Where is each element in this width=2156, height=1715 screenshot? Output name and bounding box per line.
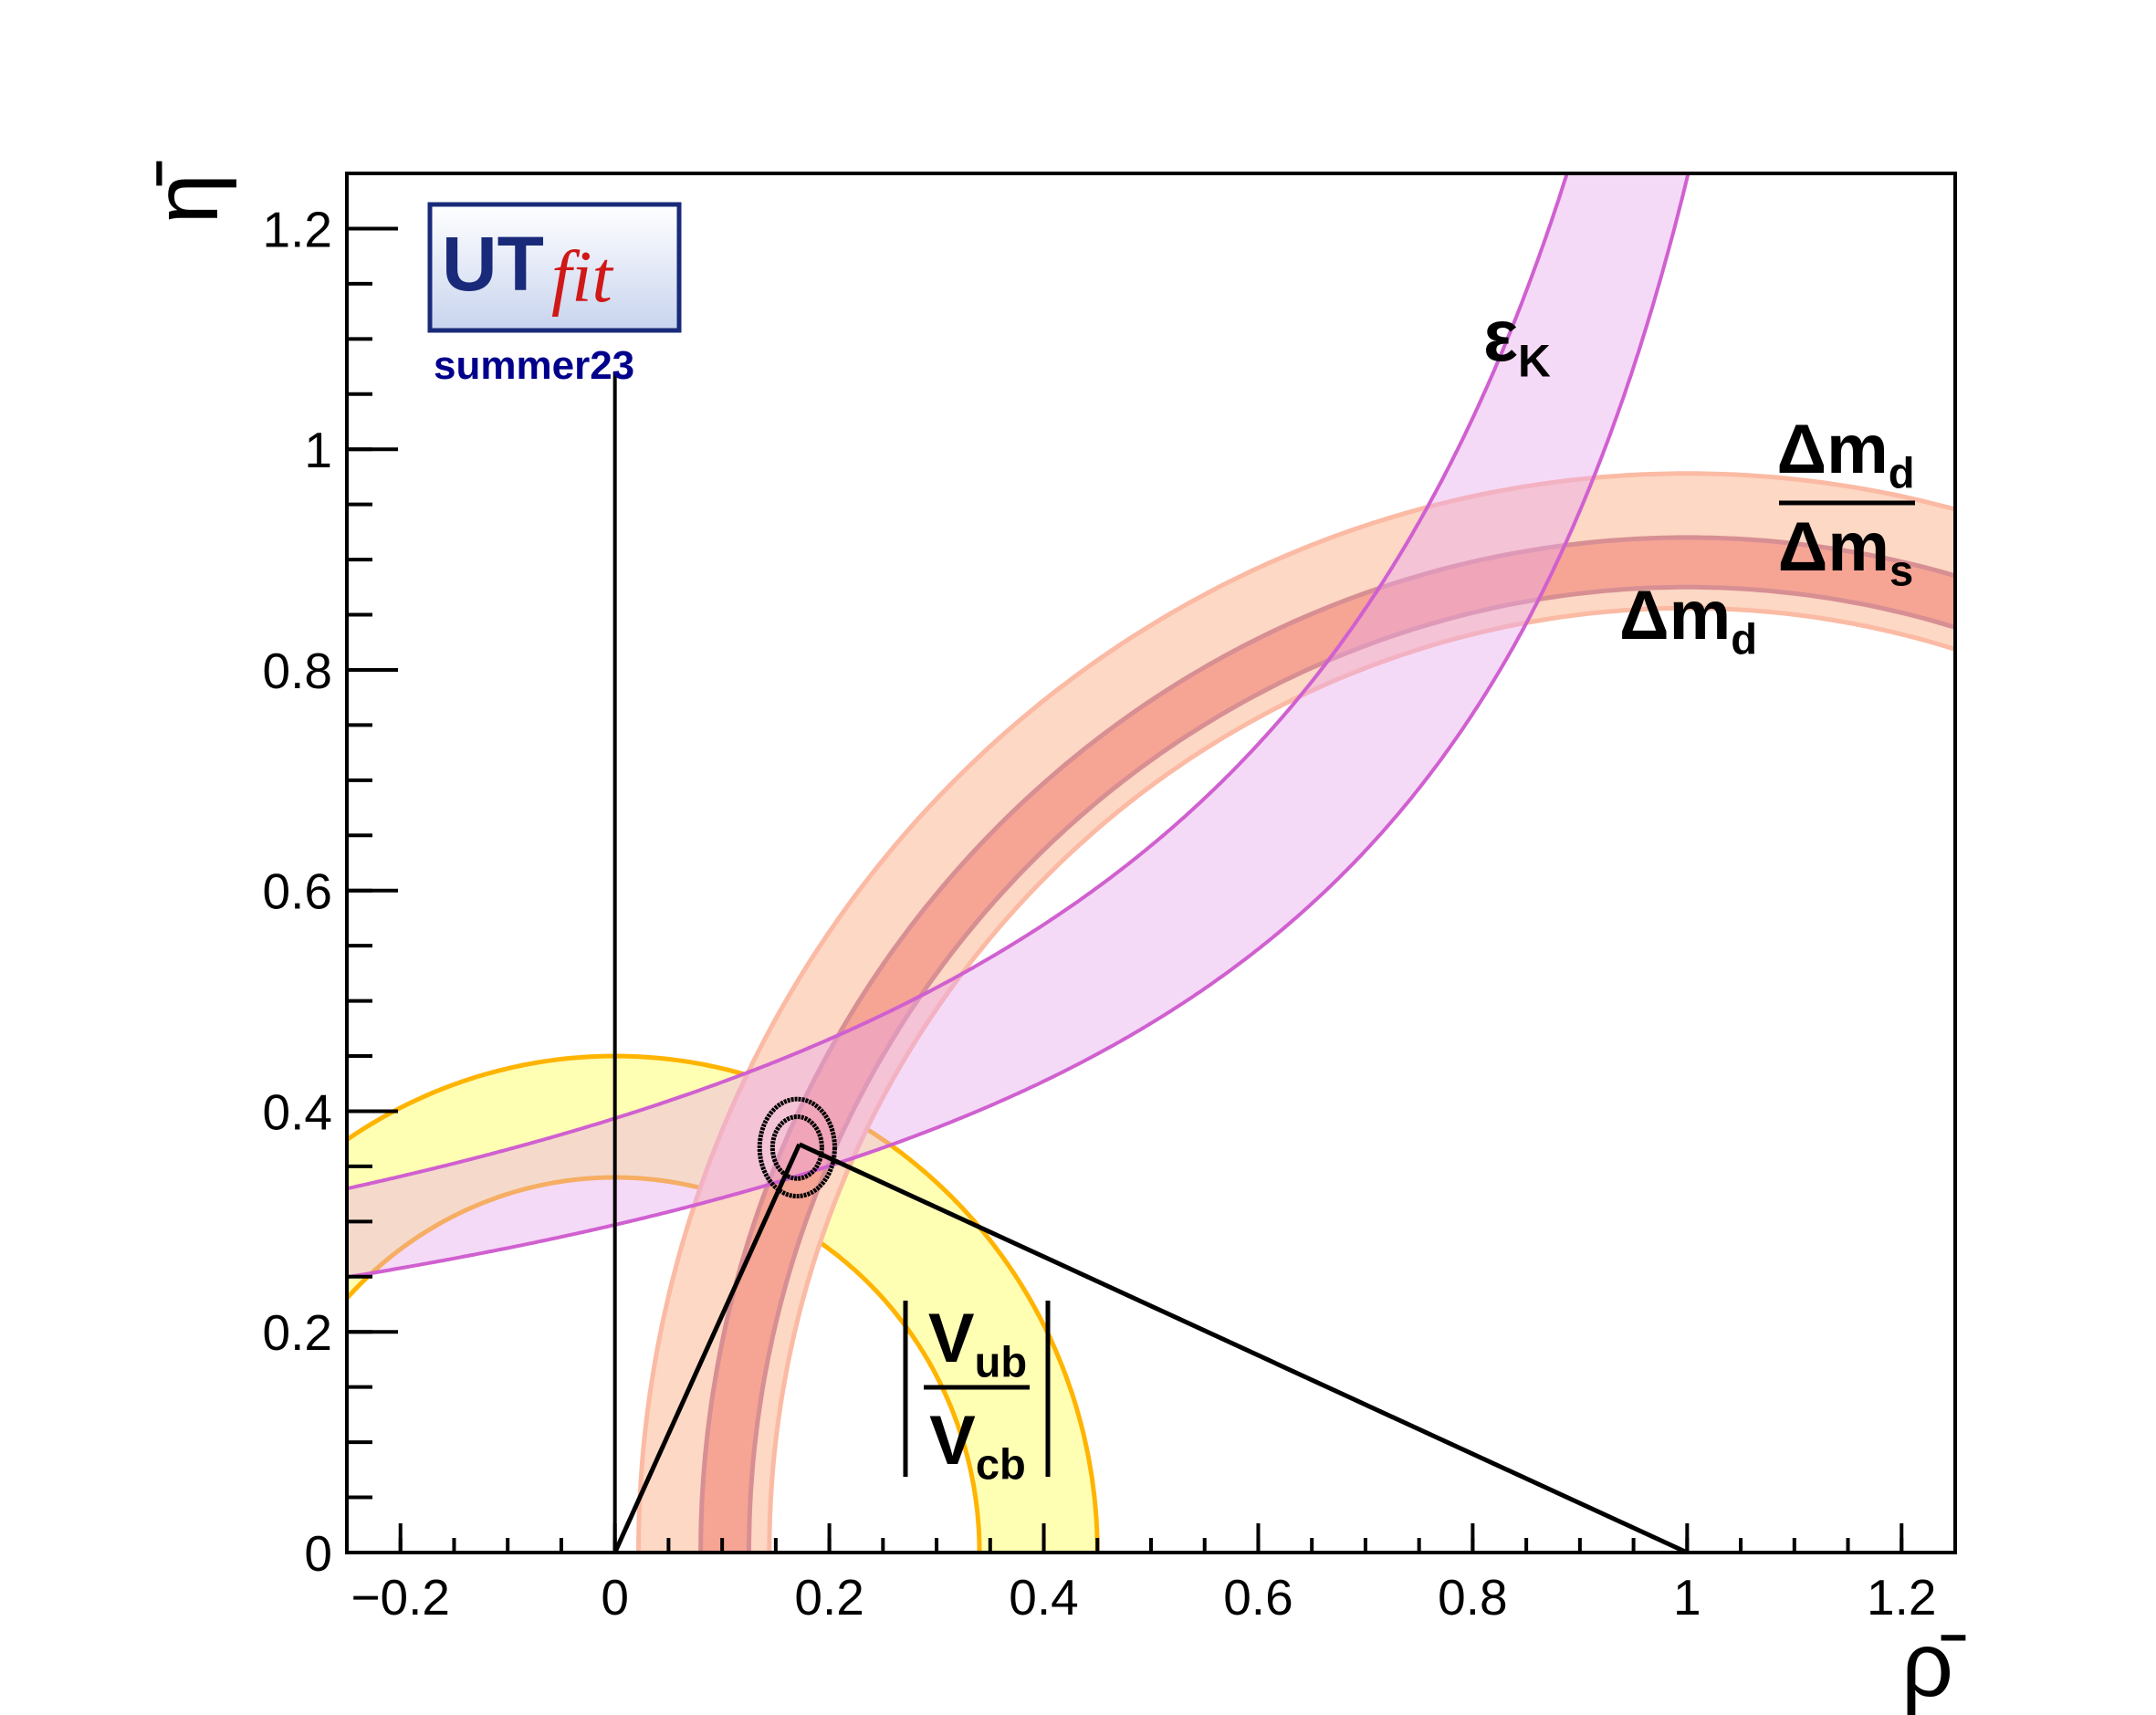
logo-subtitle: fit	[551, 237, 613, 318]
annotation: εK	[1483, 295, 1551, 387]
annotation-text: Δm	[1778, 508, 1889, 586]
band-edge	[747, 584, 1955, 1553]
contour	[757, 1096, 837, 1199]
x-tick-label: −0.2	[351, 1569, 450, 1626]
y-tick-label: 0.2	[263, 1304, 332, 1361]
y-tick-label: 1.2	[263, 201, 332, 257]
annotation: Vcb	[929, 1402, 1026, 1489]
band-edge	[636, 471, 1955, 1553]
y-tick-label: 0	[304, 1525, 332, 1582]
y-tick-label: 1	[304, 422, 332, 478]
annotation-text: Δm	[1777, 411, 1889, 488]
annotation-text: Δm	[1619, 577, 1731, 654]
annotation-subscript: cb	[976, 1440, 1026, 1489]
y-tick-label: 0.4	[263, 1083, 332, 1140]
logo-box	[427, 202, 682, 333]
bands	[347, 173, 1955, 1553]
band-edge	[698, 535, 1955, 1553]
x-tick-label: 1	[1673, 1569, 1701, 1626]
x-tick-label: 1.2	[1867, 1569, 1936, 1626]
annotation: Δms	[1778, 508, 1913, 595]
annotation-text: V	[928, 1300, 975, 1377]
x-tick-label: 0.6	[1223, 1569, 1293, 1626]
logo-season: summer23	[434, 343, 634, 388]
band-edge	[767, 605, 1955, 1553]
x-tick-label: 0.8	[1438, 1569, 1507, 1626]
band-area	[347, 1056, 1098, 1553]
annotation: Δmd	[1619, 577, 1757, 664]
band-area	[347, 173, 1689, 1278]
annotation: Vub	[928, 1300, 1027, 1386]
annotation-subscript: d	[1731, 615, 1757, 664]
annotation-subscript: ub	[975, 1338, 1028, 1386]
triangle-side	[612, 1143, 801, 1554]
annotation-subscript: K	[1518, 336, 1551, 387]
annotation-text: ε	[1483, 295, 1518, 376]
contour	[769, 1114, 824, 1181]
logo-title: UT	[442, 221, 544, 307]
triangle-side	[798, 1142, 1689, 1555]
annotation-subscript: s	[1889, 547, 1913, 595]
x-tick-label: 0	[601, 1569, 629, 1626]
y-tick-label: 0.6	[263, 863, 332, 920]
x-tick-label: 0.4	[1009, 1569, 1078, 1626]
annotation-text: V	[929, 1402, 976, 1480]
y-tick-label: 0.8	[263, 643, 332, 699]
annotation-subscript: d	[1889, 449, 1915, 497]
x-tick-label: 0.2	[794, 1569, 863, 1626]
annotation: Δmd	[1777, 411, 1915, 497]
